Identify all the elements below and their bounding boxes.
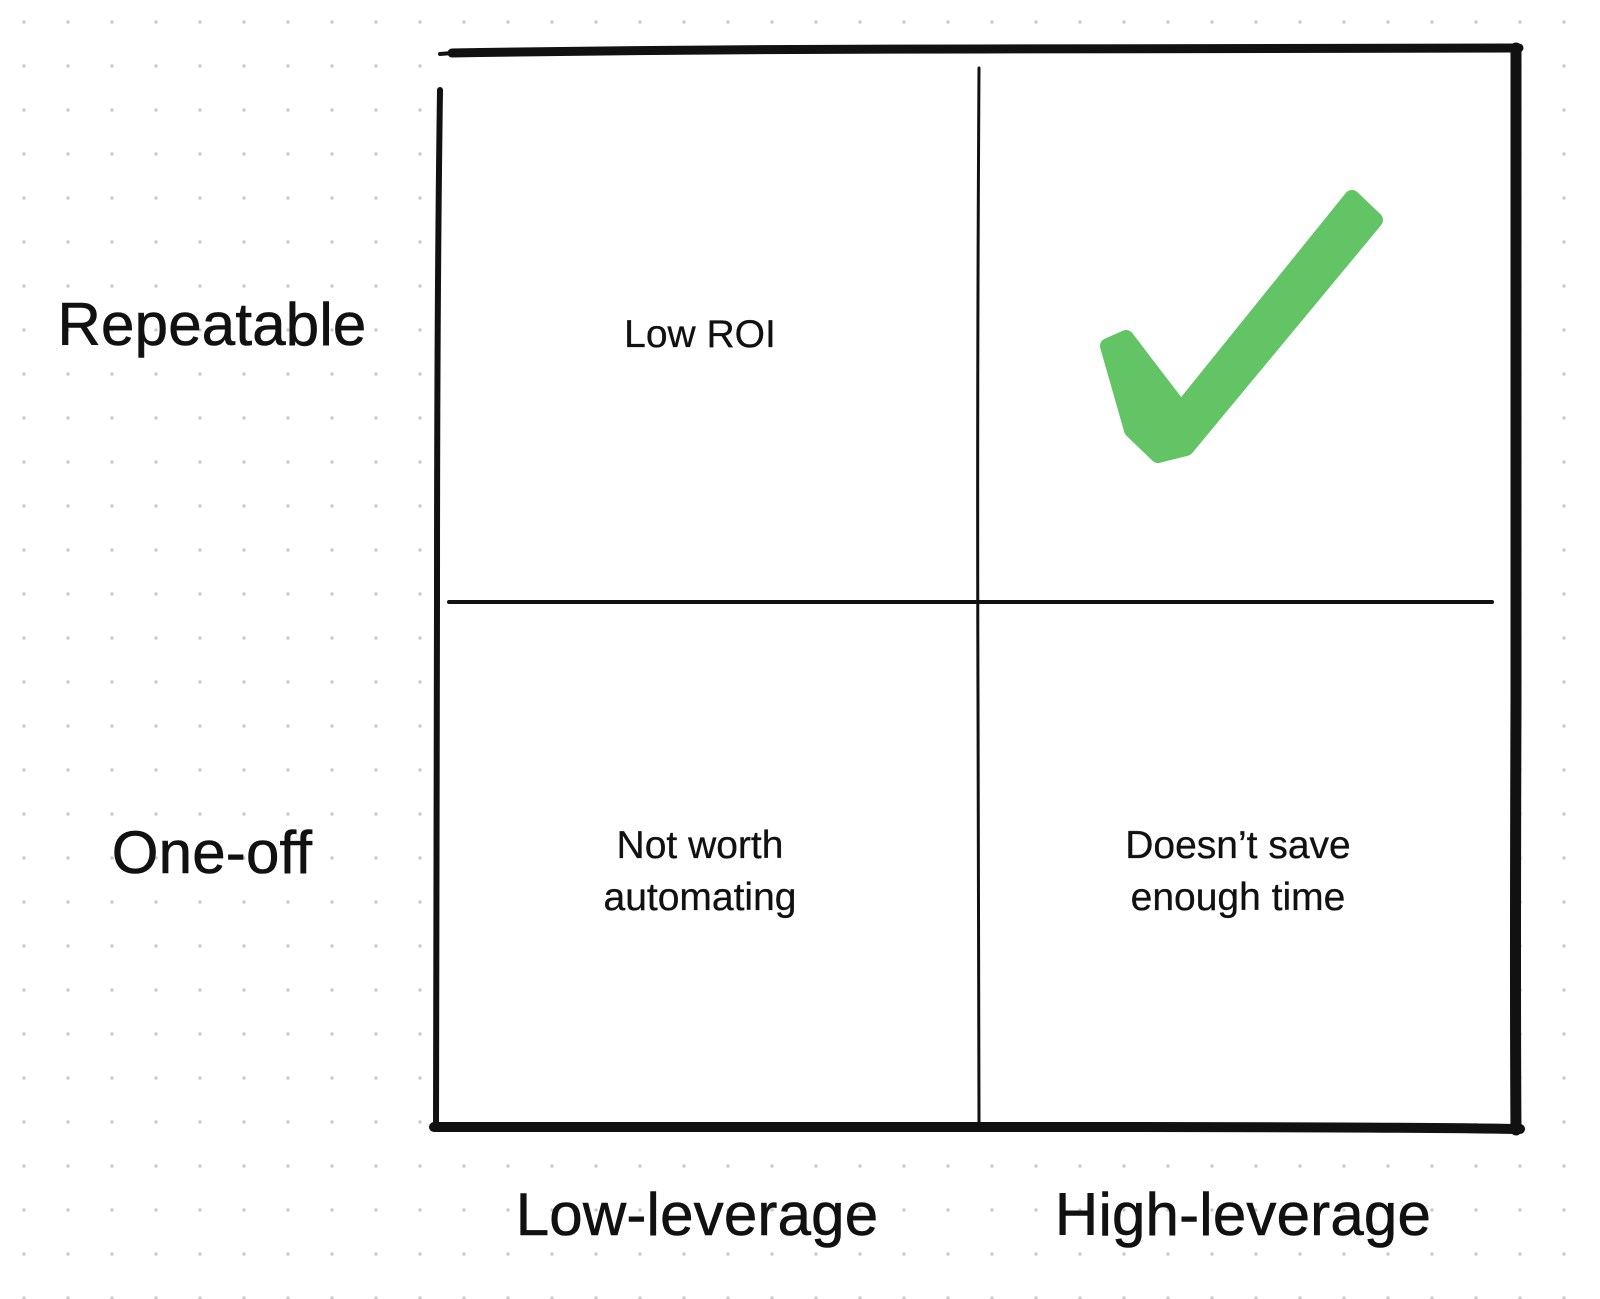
frame-bottom-border (429, 1121, 1525, 1134)
column-label-high-leverage: High-leverage (1054, 1181, 1432, 1249)
matrix-background (436, 55, 1514, 1123)
row-label-one-off: One-off (111, 819, 313, 887)
frame-top-border-taper (438, 51, 454, 56)
quadrant-top-left-line-1: Low ROI (624, 313, 776, 356)
horizontal-divider (447, 599, 1494, 605)
frame-left-border (433, 87, 443, 1131)
vertical-divider (976, 66, 981, 1124)
checkmark-icon (1100, 190, 1383, 463)
quadrant-top-left-text: Low ROI (440, 309, 960, 361)
quadrant-bottom-right-line-2: enough time (1130, 876, 1346, 919)
quadrant-bottom-right-line-1: Doesn’t save (1125, 824, 1351, 867)
frame-top-border (447, 43, 1524, 58)
quadrant-bottom-right-text: Doesn’t save enough time (978, 820, 1498, 924)
column-label-low-leverage: Low-leverage (515, 1181, 879, 1249)
quadrant-bottom-left-text: Not worth automating (440, 820, 960, 924)
row-label-repeatable: Repeatable (57, 291, 367, 359)
frame-right-border (1510, 42, 1522, 1136)
quadrant-bottom-left-line-1: Not worth (616, 824, 784, 867)
quadrant-bottom-left-line-2: automating (603, 876, 797, 919)
